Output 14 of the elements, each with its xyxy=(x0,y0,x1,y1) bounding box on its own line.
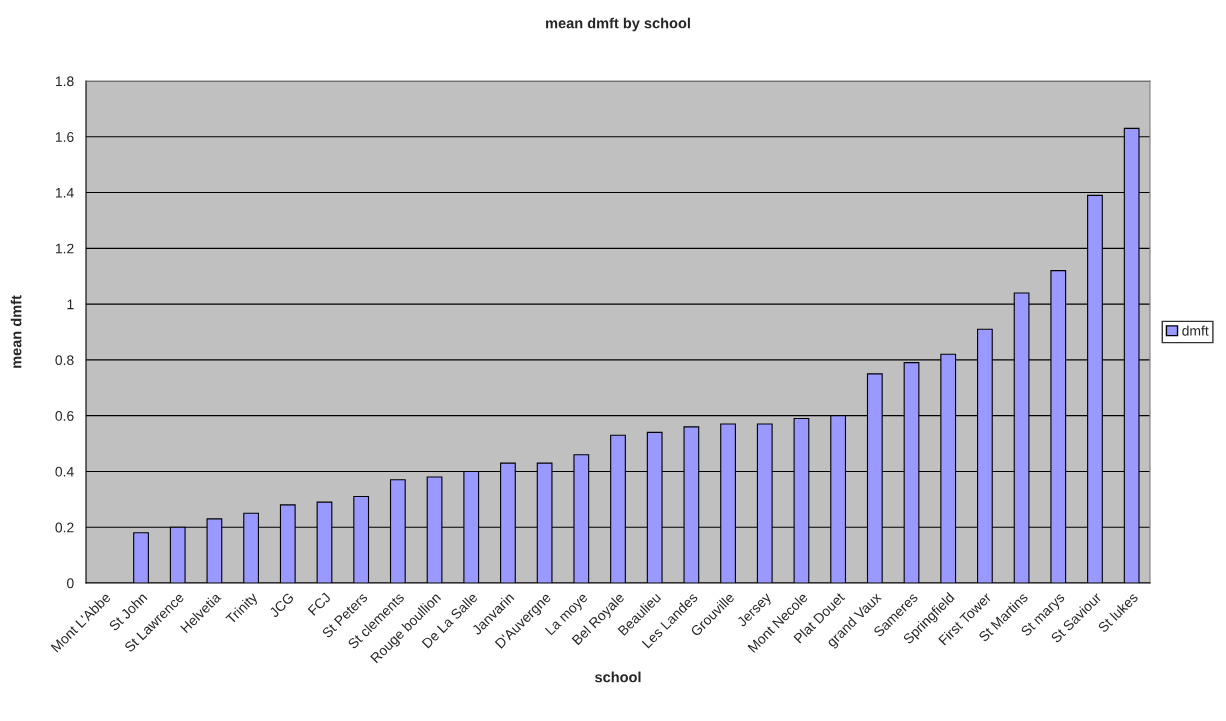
y-tick-label: 0.4 xyxy=(55,466,74,477)
y-tick-label: 1.2 xyxy=(55,243,74,254)
y-tick-label: 0.8 xyxy=(55,355,74,366)
y-tick-label: 1.4 xyxy=(55,188,74,198)
y-tick-label: 0 xyxy=(67,578,74,589)
chart-title: mean dmft by school xyxy=(546,17,690,32)
y-tick-label: 0.2 xyxy=(55,522,74,533)
y-axis-title: mean dmft xyxy=(10,295,22,368)
legend-label: dmft xyxy=(1182,325,1209,336)
y-tick-label: 1.6 xyxy=(55,132,74,142)
y-tick-label: 0.6 xyxy=(55,411,74,421)
y-tick-label: 1 xyxy=(67,299,74,310)
y-tick-label: 1.8 xyxy=(55,76,74,87)
x-axis-title: school xyxy=(595,671,641,683)
